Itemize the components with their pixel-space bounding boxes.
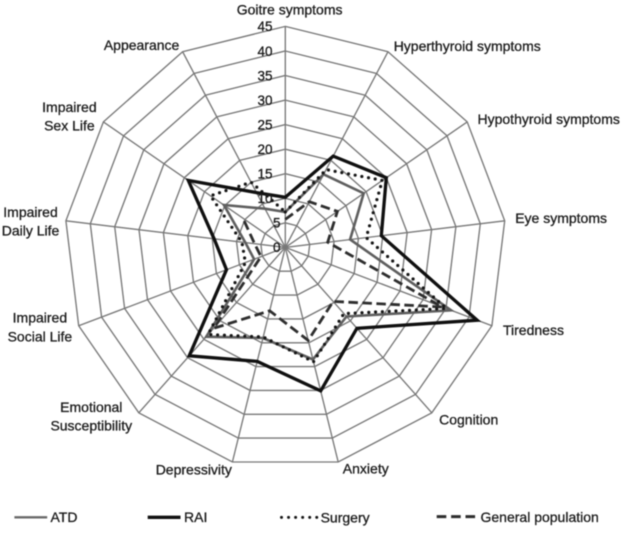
svg-text:Cognition: Cognition: [439, 412, 498, 428]
svg-text:Eye symptoms: Eye symptoms: [515, 210, 607, 226]
svg-text:Tiredness: Tiredness: [503, 322, 564, 338]
svg-text:Sex Life: Sex Life: [44, 118, 95, 134]
svg-text:0: 0: [273, 240, 281, 255]
svg-text:Hypothyroid symptoms: Hypothyroid symptoms: [478, 111, 620, 127]
svg-text:RAI: RAI: [184, 509, 207, 525]
svg-text:Emotional: Emotional: [60, 399, 122, 415]
svg-text:Social Life: Social Life: [8, 329, 73, 345]
svg-text:Hyperthyroid symptoms: Hyperthyroid symptoms: [394, 38, 541, 54]
svg-text:45: 45: [257, 19, 272, 34]
svg-text:Anxiety: Anxiety: [343, 461, 389, 477]
svg-text:ATD: ATD: [51, 509, 78, 525]
svg-text:Impaired: Impaired: [3, 204, 57, 220]
svg-text:Goitre symptoms: Goitre symptoms: [237, 2, 343, 18]
svg-text:General population: General population: [481, 509, 599, 525]
svg-text:15: 15: [257, 167, 272, 182]
svg-text:Impaired: Impaired: [42, 99, 96, 115]
svg-text:35: 35: [257, 68, 272, 83]
svg-text:Susceptibility: Susceptibility: [50, 418, 132, 434]
svg-text:20: 20: [257, 142, 272, 157]
svg-text:Daily Life: Daily Life: [2, 223, 60, 239]
svg-text:40: 40: [257, 44, 272, 59]
svg-text:5: 5: [273, 216, 281, 231]
svg-text:Depressivity: Depressivity: [156, 462, 232, 478]
svg-text:Appearance: Appearance: [104, 37, 180, 53]
svg-text:10: 10: [257, 191, 272, 206]
svg-text:30: 30: [257, 93, 272, 108]
svg-text:25: 25: [257, 117, 272, 132]
svg-text:Surgery: Surgery: [321, 510, 370, 526]
svg-text:Impaired: Impaired: [13, 310, 67, 326]
